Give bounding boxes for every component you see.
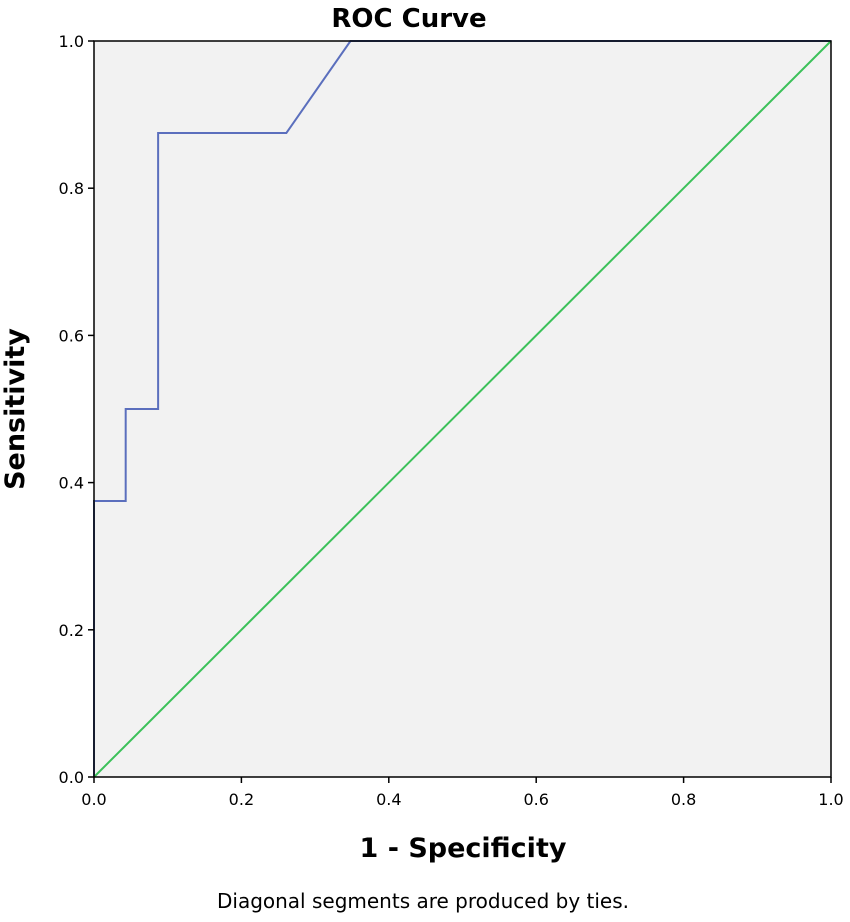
x-tick-label: 0.4 [376,790,401,809]
y-tick-label: 1.0 [59,32,84,51]
chart-title: ROC Curve [331,4,486,34]
x-tick-label: 1.0 [818,790,843,809]
ticks-layer: 0.0 0.2 0.4 0.6 0.8 1.0 0.0 0.2 0.4 0.6 0.8 1.0 [59,32,844,809]
y-tick-label: 0.6 [59,326,84,345]
y-tick-label: 0.8 [59,179,84,198]
y-tick-label: 0.0 [59,768,84,787]
x-tick-label: 0.6 [523,790,548,809]
series-line-1 [93,40,832,778]
footnote: Diagonal segments are produced by ties. [217,889,629,913]
y-tick-label: 0.2 [59,621,84,640]
x-tick-label: 0.0 [81,790,106,809]
x-tick-label: 0.8 [671,790,696,809]
series-line-0 [93,40,831,777]
plot-border [93,40,832,778]
x-axis-label: 1 - Specificity [360,833,567,864]
y-tick-label: 0.4 [59,474,84,493]
y-axis-label: Sensitivity [0,328,31,490]
series-layer [93,40,832,778]
x-tick-label: 0.2 [229,790,254,809]
